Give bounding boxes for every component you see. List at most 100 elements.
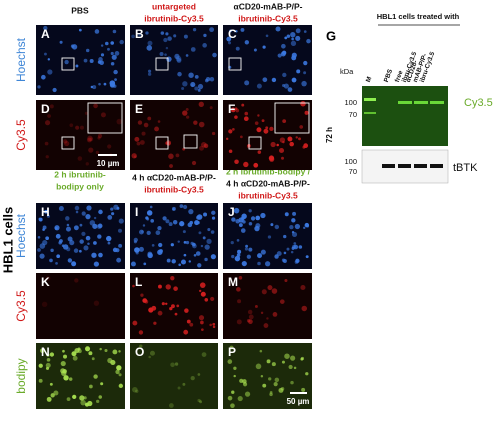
cell: [198, 289, 202, 293]
cell: [110, 61, 115, 66]
cell: [110, 41, 115, 45]
cell: [109, 80, 116, 86]
cell: [186, 115, 190, 119]
cell: [278, 387, 284, 393]
cell: [46, 358, 51, 362]
cell: [64, 140, 70, 147]
cell: [42, 228, 45, 231]
cell: [100, 53, 105, 57]
cell: [184, 308, 189, 313]
cell: [238, 223, 243, 228]
cell: [179, 204, 184, 208]
cell: [107, 47, 110, 51]
marker-band: [364, 112, 376, 114]
cell: [79, 239, 84, 244]
cell: [248, 222, 253, 226]
cell: [89, 59, 94, 64]
cell: [183, 34, 188, 39]
cell: [241, 103, 245, 107]
cell: [44, 52, 47, 56]
cell: [248, 314, 254, 320]
cell: [91, 357, 95, 361]
cell: [170, 362, 175, 368]
cell: [91, 252, 97, 258]
cell: [244, 40, 250, 45]
cell: [257, 150, 262, 154]
inset-box: [61, 136, 75, 150]
row-label: Cy3.5: [14, 290, 28, 322]
cell: [161, 302, 165, 306]
inset-box: [228, 57, 242, 71]
cell: [162, 216, 167, 221]
band-label: Cy3.5: [464, 97, 493, 109]
cell: [157, 310, 163, 316]
cell: [114, 78, 117, 82]
cell: [168, 222, 173, 227]
cy35-band: [398, 101, 412, 104]
cell: [151, 243, 155, 247]
cell: [303, 226, 306, 230]
cell: [80, 399, 86, 406]
inset-box: [155, 57, 169, 71]
cell: [174, 362, 179, 366]
cell: [305, 255, 309, 259]
cell: [236, 287, 241, 292]
cell: [207, 228, 211, 232]
cell: [270, 141, 276, 148]
cell: [45, 155, 49, 159]
cell: [250, 216, 256, 221]
cell: [235, 108, 240, 113]
cell: [300, 284, 306, 291]
cell: [185, 240, 190, 245]
panel-letter: K: [41, 275, 50, 289]
cell: [278, 147, 285, 154]
cell: [275, 26, 281, 32]
column-header: 4 h αCD20-mAB-P/P-: [226, 178, 310, 188]
cell: [146, 45, 153, 51]
cell: [254, 121, 259, 126]
cell: [262, 77, 268, 83]
cell: [295, 35, 301, 41]
cell: [203, 33, 207, 38]
cell: [230, 403, 235, 408]
cell: [147, 116, 152, 121]
cell: [254, 305, 258, 308]
cell: [199, 282, 206, 288]
cell: [73, 248, 79, 253]
cell: [233, 374, 236, 378]
cell: [304, 222, 310, 228]
cell: [94, 29, 100, 34]
cell: [225, 137, 229, 141]
cell: [177, 386, 181, 390]
panel-letter: I: [135, 205, 138, 219]
cell: [141, 131, 146, 136]
column-header: 2 h ibrutinib-: [54, 169, 106, 179]
cell: [182, 81, 188, 87]
cell: [75, 210, 79, 214]
cell: [262, 45, 266, 49]
cell: [54, 225, 60, 231]
kda-marker: 70: [349, 110, 357, 119]
cell: [284, 278, 288, 283]
cell: [93, 103, 98, 109]
cell: [204, 257, 208, 262]
cell: [293, 366, 297, 370]
cell: [132, 386, 138, 393]
cell: [96, 399, 100, 404]
cell: [300, 356, 305, 361]
cell: [195, 251, 201, 256]
cell: [79, 125, 84, 130]
cell: [66, 223, 70, 227]
cell: [77, 156, 83, 161]
lane-label: M: [365, 76, 373, 83]
cell: [273, 382, 278, 387]
cell: [192, 243, 197, 249]
panel-letter: C: [228, 27, 237, 41]
cell: [165, 284, 171, 290]
cell: [39, 348, 45, 354]
cell: [110, 207, 114, 211]
cell: [172, 219, 178, 225]
cell: [138, 246, 144, 252]
cell: [136, 141, 141, 146]
cell: [274, 377, 280, 383]
